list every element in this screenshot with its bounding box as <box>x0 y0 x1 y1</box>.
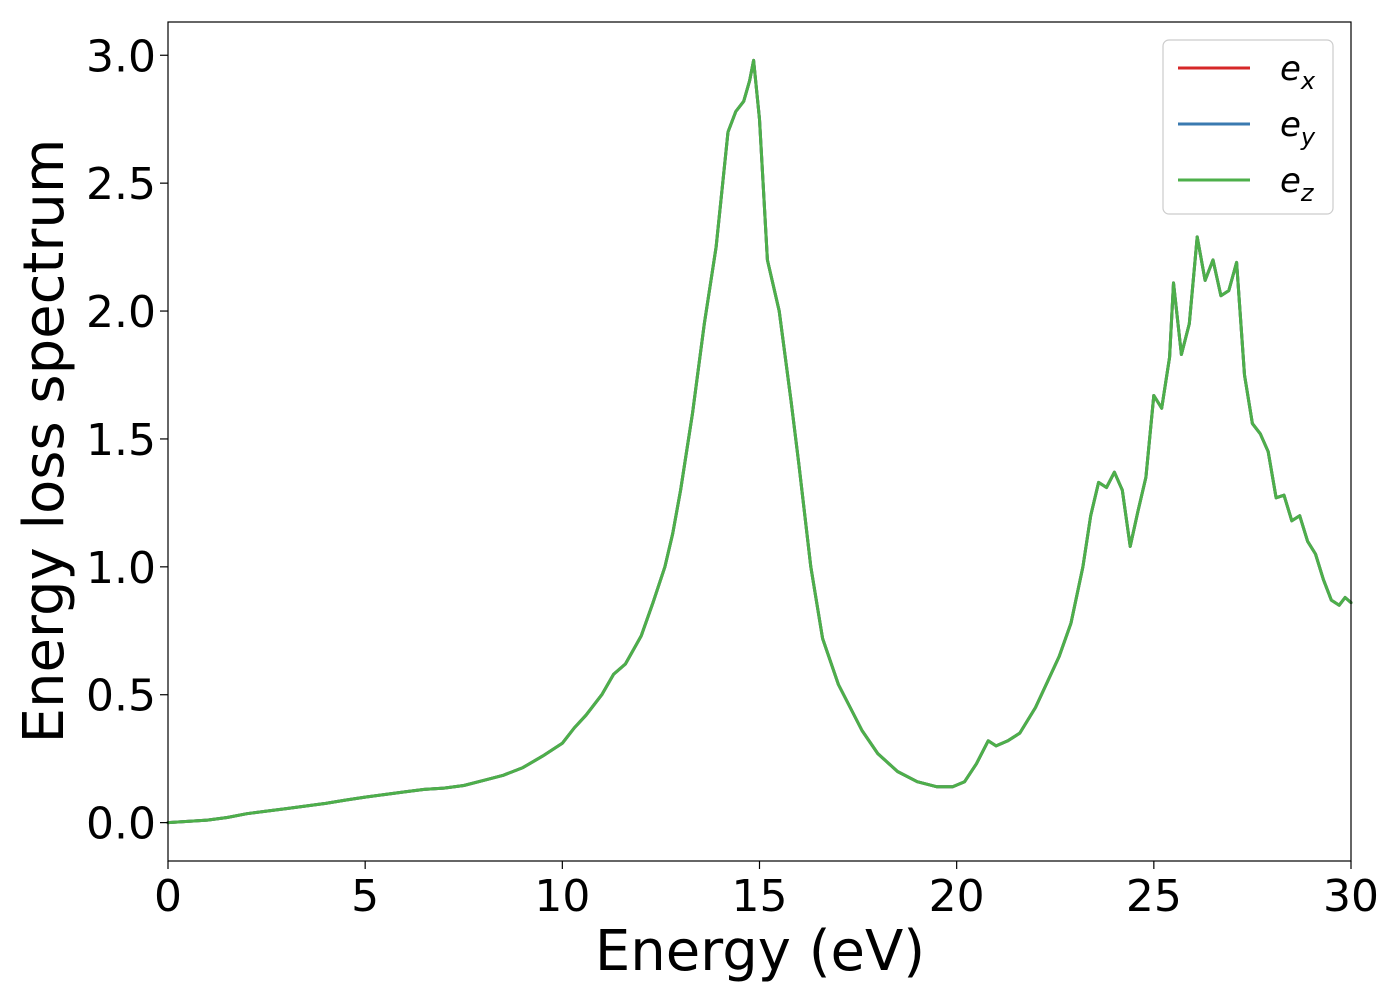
x-tick-label: 10 <box>534 871 590 922</box>
y-tick-label: 3.0 <box>86 31 156 82</box>
x-axis-label: Energy (eV) <box>595 919 925 984</box>
legend-box <box>1162 39 1334 215</box>
y-tick-label: 2.0 <box>86 287 156 338</box>
legend-entries: ex ey ez <box>1178 49 1316 207</box>
x-tick-label: 25 <box>1126 871 1182 922</box>
y-axis-ticks: 0.0 0.5 1.0 1.5 2.0 2.5 3.0 <box>86 31 168 850</box>
series-layer <box>166 58 1353 825</box>
y-axis-label: Energy loss spectrum <box>12 139 77 744</box>
legend-label-e_z: ez <box>1280 161 1315 207</box>
x-axis-ticks: 0 5 10 15 20 25 30 <box>154 861 1379 922</box>
y-tick-label: 1.0 <box>86 543 156 594</box>
series-line-e_z <box>166 58 1353 825</box>
legend: ex ey ez <box>1162 39 1334 215</box>
x-tick-label: 5 <box>351 871 379 922</box>
y-tick-label: 0.0 <box>86 799 156 850</box>
legend-label-e_x: ex <box>1280 49 1316 95</box>
x-tick-label: 0 <box>154 871 182 922</box>
y-tick-label: 2.5 <box>86 159 156 210</box>
x-tick-label: 30 <box>1323 871 1379 922</box>
x-tick-label: 20 <box>929 871 985 922</box>
legend-label-e_y: ey <box>1280 105 1316 151</box>
y-tick-label: 0.5 <box>86 671 156 722</box>
x-tick-label: 15 <box>732 871 788 922</box>
y-tick-label: 1.5 <box>86 415 156 466</box>
